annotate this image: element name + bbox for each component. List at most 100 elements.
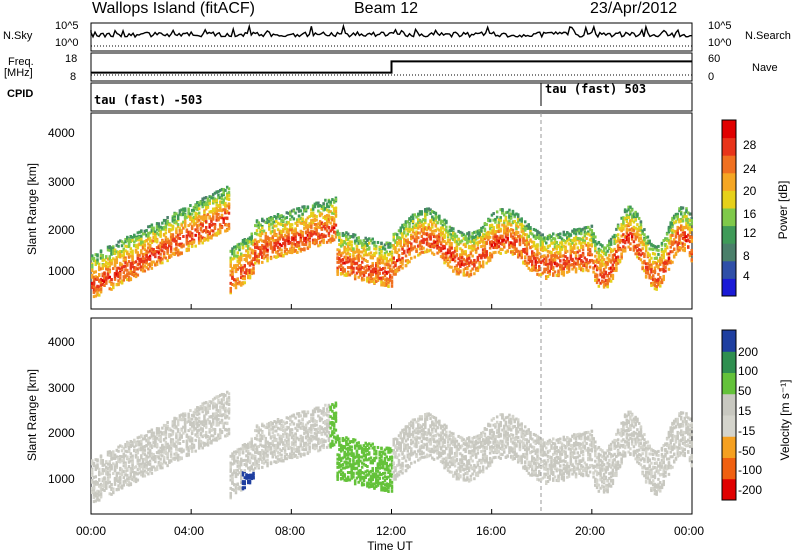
power-cell [292,250,296,254]
power-cell [140,240,143,244]
power-cell [390,284,394,288]
power-cell [310,214,313,218]
power-cell [133,268,136,272]
power-cell [399,231,403,235]
power-cell [331,225,334,229]
power-cell [671,233,674,237]
power-cell [96,258,99,262]
power-cell [259,238,262,242]
power-cell [390,281,394,285]
power-cell [289,223,292,227]
power-cell [348,273,352,277]
power-cell [452,258,455,262]
power-cell [138,230,141,234]
power-cell [161,242,164,246]
power-cell [171,238,175,242]
power-cell [380,245,383,249]
power-cell [417,244,420,248]
power-cell [417,214,420,218]
power-cell [415,223,418,227]
power-cell [336,266,339,270]
power-cell [322,238,325,242]
power-cell [203,215,206,219]
power-cell [403,226,406,230]
power-cell [308,231,311,235]
power-cell [171,233,175,237]
power-cell [282,219,285,223]
power-cell [443,233,446,237]
power-cell [206,200,210,204]
power-cell [471,235,474,239]
power-cell [187,211,190,215]
power-cell [194,215,197,219]
power-cell [371,262,374,266]
power-cell [392,238,396,242]
power-cell [488,231,492,235]
power-cell [126,268,129,272]
power-cell [404,227,408,231]
power-cell [147,237,150,241]
power-cell [660,241,664,245]
power-cell [559,232,562,236]
power-cell [357,248,360,252]
power-cell [294,221,297,225]
power-cell [203,203,206,207]
power-colorbar-segment [722,208,736,227]
power-cell [404,224,408,228]
power-cell [387,252,390,256]
power-cell [254,231,257,235]
power-cell [441,219,445,223]
power-cell [338,260,341,264]
power-cell [110,258,113,262]
power-cell [453,235,457,239]
power-cell [527,226,530,230]
power-cell [688,212,692,216]
power-cell [197,203,201,207]
power-cell [175,235,178,239]
power-cell [338,250,341,254]
power-cell [164,228,168,232]
power-cell [261,219,264,223]
power-cell [296,220,299,224]
power-cell [155,223,159,227]
power-cell [562,271,566,275]
power-cell [438,217,441,221]
power-cell [513,251,516,255]
power-cell [173,212,176,216]
power-cell [508,208,511,212]
power-cell [450,229,453,233]
power-cell [515,239,518,243]
power-cell [129,277,133,281]
power-cell [418,251,422,255]
power-cell [403,249,406,253]
power-cell [420,245,424,249]
power-cell [122,275,126,279]
power-cell [127,254,131,258]
power-cell [283,233,287,237]
power-cell [99,267,103,271]
power-cell [469,252,473,256]
velocity-colorbar-segment [722,351,736,373]
power-cell [478,261,481,265]
power-cell [360,250,364,254]
power-cell [310,232,313,236]
power-cell [126,262,129,266]
power-cell [231,249,234,253]
power-cell [296,244,299,248]
power-cell [140,230,143,234]
power-cell [485,250,488,254]
power-cell [615,267,618,271]
power-cell [469,260,473,264]
power-cell [122,256,126,260]
power-cell [157,244,161,248]
power-cell [355,271,359,275]
power-cell [436,234,439,238]
power-cell [134,250,138,254]
power-cell [385,256,388,260]
power-cell [276,228,280,232]
power-cell [222,200,225,204]
power-cell [629,242,632,246]
power-cell [509,250,513,254]
power-cell [466,267,469,271]
power-cell [273,255,276,259]
